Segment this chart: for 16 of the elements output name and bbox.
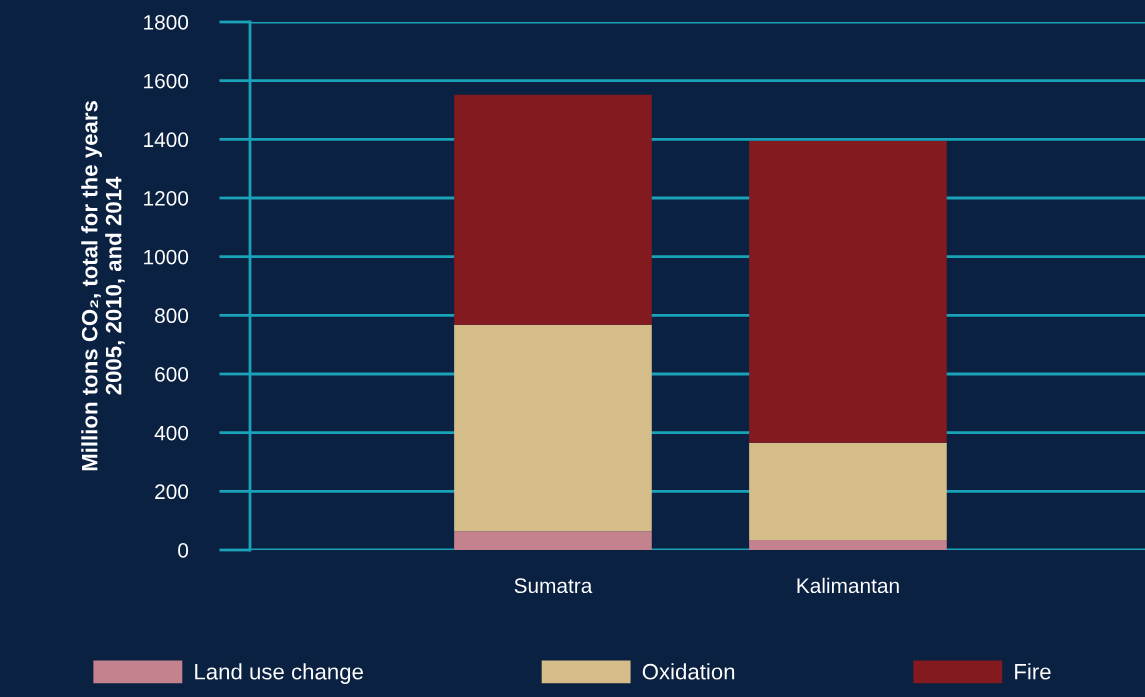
legend-label: Oxidation: [642, 663, 735, 680]
y-tick-label: 0: [178, 543, 189, 558]
y-axis-title: Million tons CO₂, total for the years 2005, 2010, and 2014: [81, 101, 125, 471]
x-tick-label: Sumatra: [514, 578, 593, 594]
y-tick-label: 1000: [144, 249, 189, 265]
legend-label: Land use change: [195, 663, 363, 684]
legend-label: Fire: [1015, 663, 1051, 680]
y-tick-label: 200: [155, 484, 189, 500]
x-tick-label: Kalimantan: [797, 577, 899, 594]
y-tick-label: 600: [155, 367, 189, 382]
y-tick-label: 1200: [144, 191, 189, 206]
y-tick-label: 800: [155, 308, 189, 324]
y-tick-label: 400: [154, 425, 189, 441]
y-tick-label: 1600: [144, 73, 189, 89]
y-tick-label: 1800: [144, 15, 189, 30]
y-tick-label: 1400: [144, 132, 189, 148]
